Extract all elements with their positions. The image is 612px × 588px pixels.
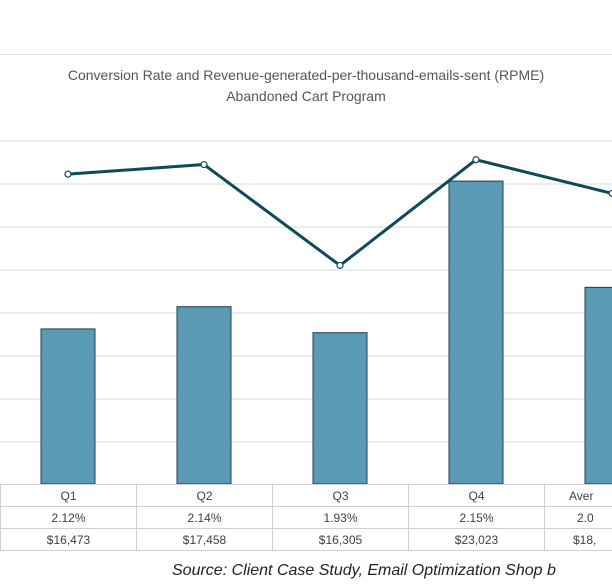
table-cell-rpme: $16,473 (0, 528, 137, 551)
category-row: Q1 Q2 Q3 Q4 Aver (0, 484, 612, 507)
table-cell-category: Q4 (408, 484, 545, 507)
table-cell-rate: 2.14% (136, 506, 273, 529)
rpme-row: $16,473 $17,458 $16,305 $23,023 $18, (0, 528, 612, 551)
table-cell-rate: 2.12% (0, 506, 137, 529)
chart-subtitle: Abandoned Cart Program (226, 88, 386, 104)
table-cell-category: Aver (544, 484, 612, 507)
bar (312, 332, 368, 485)
bar (40, 328, 96, 485)
table-cell-rpme: $23,023 (408, 528, 545, 551)
source-caption: Source: Client Case Study, Email Optimiz… (172, 562, 556, 579)
line-point (336, 261, 344, 270)
table-cell-category: Q1 (0, 484, 137, 507)
chart-title: Conversion Rate and Revenue-generated-pe… (67, 67, 545, 83)
bar (584, 286, 612, 485)
bar (448, 180, 504, 485)
table-cell-category: Q3 (272, 484, 409, 507)
table-cell-rpme: $16,305 (272, 528, 409, 551)
table-cell-rpme: $17,458 (136, 528, 273, 551)
line-point (200, 160, 208, 169)
conversion-rate-row: 2.12% 2.14% 1.93% 2.15% 2.0 (0, 506, 612, 529)
table-cell-rate: 2.0 (544, 506, 612, 529)
table-cell-category: Q2 (136, 484, 273, 507)
table-cell-rate: 1.93% (272, 506, 409, 529)
chart-area (0, 54, 612, 555)
line-point (472, 156, 480, 164)
data-table: Q1 Q2 Q3 Q4 Aver 2.12% 2.14% 1.93% 2.15%… (0, 484, 612, 551)
table-cell-rpme: $18, (544, 528, 612, 551)
conversion-rate-line (67, 158, 612, 267)
table-cell-rate: 2.15% (408, 506, 545, 529)
line-point (608, 189, 612, 197)
line-point (64, 170, 72, 178)
bar (176, 306, 232, 485)
